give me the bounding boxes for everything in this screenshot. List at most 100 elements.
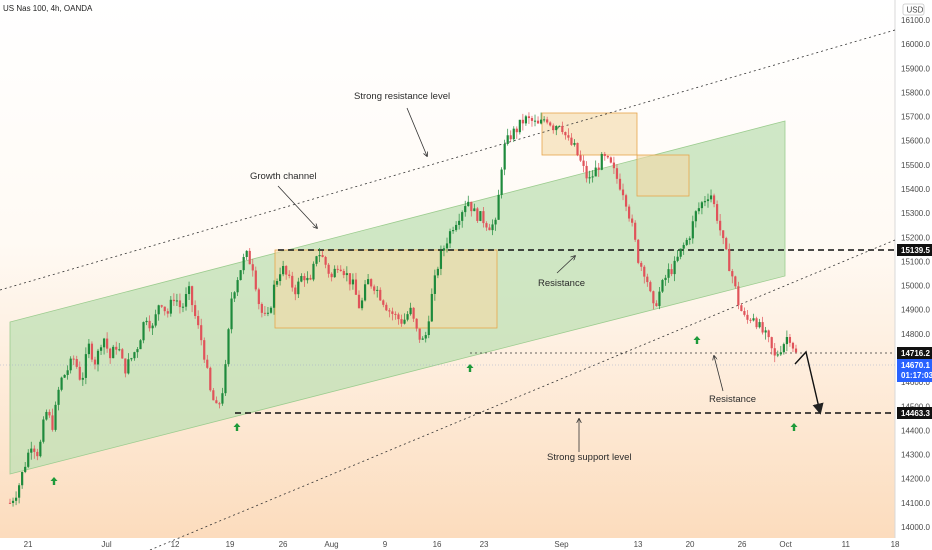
candle-body — [785, 337, 788, 345]
candle-body — [306, 277, 309, 281]
svg-text:15139.5: 15139.5 — [901, 246, 930, 255]
time-axis[interactable]: 21 Jul 12 19 26 Aug 9 16 23 Sep 13 20 26 Oct 11 18 — [24, 540, 900, 549]
candle-body — [673, 260, 676, 275]
candle-body — [342, 270, 345, 276]
candle-body — [455, 224, 458, 231]
candlestick-series — [8, 112, 798, 507]
candle-body — [458, 220, 461, 225]
candle-body — [351, 279, 355, 285]
candle-body — [90, 343, 94, 360]
time-tick-label: 26 — [279, 540, 288, 549]
candle-body — [294, 287, 297, 295]
svg-text:14463.3: 14463.3 — [901, 409, 930, 418]
candle-body — [242, 257, 245, 271]
candle-body — [394, 313, 397, 315]
candle-body — [60, 377, 63, 390]
candle-body — [518, 119, 521, 133]
candle-body — [288, 274, 291, 276]
candle-body — [69, 358, 72, 371]
candle-body — [251, 264, 254, 271]
time-tick-label: 11 — [842, 540, 851, 549]
candle-body — [582, 160, 585, 166]
candle-body — [776, 354, 779, 356]
up-arrow-icon — [466, 364, 474, 372]
candle-body — [670, 269, 673, 275]
candle-body — [445, 243, 449, 249]
candle-body — [42, 419, 45, 442]
candle-body — [731, 271, 734, 277]
candle-body — [436, 268, 439, 276]
price-tick-label: 16100.0 — [901, 16, 930, 25]
candle-body — [403, 319, 406, 324]
candle-body — [121, 349, 124, 359]
candle-body — [109, 348, 112, 359]
candle-body — [552, 125, 555, 131]
candle-body — [779, 352, 782, 355]
candle-body — [245, 250, 248, 258]
candle-body — [66, 370, 69, 375]
price-tick-label: 14300.0 — [901, 451, 930, 460]
candle-body — [194, 305, 197, 317]
candle-body — [606, 155, 609, 158]
pointer-growth-channel — [277, 185, 317, 228]
candle-body — [412, 307, 415, 319]
candle-body — [561, 125, 564, 133]
candle-body — [115, 346, 118, 350]
candle-body — [39, 441, 42, 457]
candle-body — [555, 125, 558, 131]
candle-body — [21, 472, 24, 486]
candle-body — [725, 238, 728, 250]
price-tick-label: 14100.0 — [901, 499, 930, 508]
candle-body — [418, 328, 421, 340]
candle-body — [497, 194, 500, 220]
price-tick-label: 15500.0 — [901, 161, 930, 170]
label-resistance-1: Resistance — [538, 278, 585, 289]
candle-body — [597, 167, 600, 170]
time-tick-label: 26 — [738, 540, 747, 549]
candle-body — [646, 276, 649, 283]
candle-body — [303, 276, 306, 281]
candle-body — [631, 218, 634, 223]
candle-body — [637, 239, 640, 263]
candle-body — [257, 289, 260, 305]
candle-body — [278, 274, 282, 282]
candle-body — [700, 202, 704, 209]
candle-body — [197, 316, 200, 326]
candle-body — [309, 277, 312, 280]
candle-body — [282, 265, 285, 275]
candle-body — [661, 280, 664, 292]
candle-body — [658, 291, 661, 306]
candle-body — [491, 224, 494, 231]
candle-body — [318, 255, 321, 257]
time-tick-label: 19 — [226, 540, 235, 549]
label-strong-resistance: Strong resistance level — [354, 91, 450, 102]
currency-badge[interactable] — [902, 3, 925, 16]
candle-body — [63, 374, 66, 378]
candle-body — [461, 212, 464, 221]
price-tick-label: 14800.0 — [901, 330, 930, 339]
candle-body — [233, 292, 236, 299]
candle-body — [363, 284, 367, 301]
label-resistance-2: Resistance — [709, 394, 756, 405]
candle-body — [181, 306, 185, 308]
price-tag-current: 14670.1 01:17:03 — [897, 359, 932, 382]
candle-body — [676, 256, 679, 261]
candle-body — [788, 337, 792, 343]
candle-body — [54, 404, 57, 430]
price-tick-label: 15100.0 — [901, 257, 930, 266]
candle-body — [536, 120, 540, 124]
candle-body — [102, 338, 106, 348]
candle-body — [285, 265, 288, 275]
candle-body — [148, 320, 151, 329]
candle-body — [388, 310, 391, 312]
candle-body — [360, 300, 364, 309]
candle-body — [78, 366, 81, 380]
candle-body — [57, 389, 60, 405]
candle-body — [791, 342, 795, 349]
time-tick-label: 21 — [24, 540, 33, 549]
candle-body — [266, 312, 270, 314]
candle-body — [14, 497, 18, 501]
candle-body — [118, 349, 121, 351]
candle-body — [324, 256, 327, 265]
